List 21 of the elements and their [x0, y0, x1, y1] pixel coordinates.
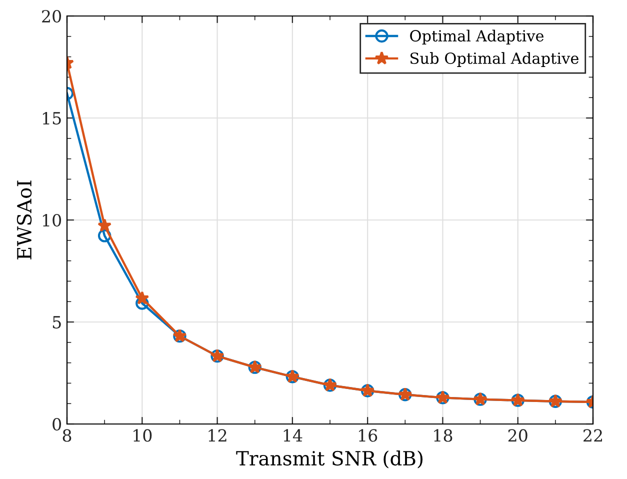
y-tick-label: 10	[42, 214, 62, 227]
legend-label: Optimal Adaptive	[410, 30, 544, 45]
y-tick-label: 0	[52, 418, 62, 431]
y-tick-label: 20	[42, 10, 62, 23]
y-tick-label: 15	[42, 112, 61, 125]
point	[136, 296, 149, 310]
x-tick-label: 16	[359, 429, 378, 442]
y-tick-label: 5	[52, 316, 61, 329]
point	[98, 229, 112, 242]
x-tick-label: 10	[134, 429, 152, 442]
point	[98, 218, 112, 232]
x-tick-label: 18	[434, 429, 452, 442]
x-tick-label: 20	[508, 429, 528, 442]
legend-label: Sub Optimal Adaptive	[410, 52, 578, 67]
y-axis-title: EWSAoI	[16, 180, 32, 260]
x-tick-label: 12	[208, 429, 226, 442]
x-tick-label: 8	[62, 429, 72, 442]
point	[135, 291, 150, 304]
x-tick-label: 22	[584, 429, 602, 442]
x-tick-label: 14	[284, 429, 302, 442]
x-axis-title: Transmit SNR (dB)	[236, 450, 422, 468]
